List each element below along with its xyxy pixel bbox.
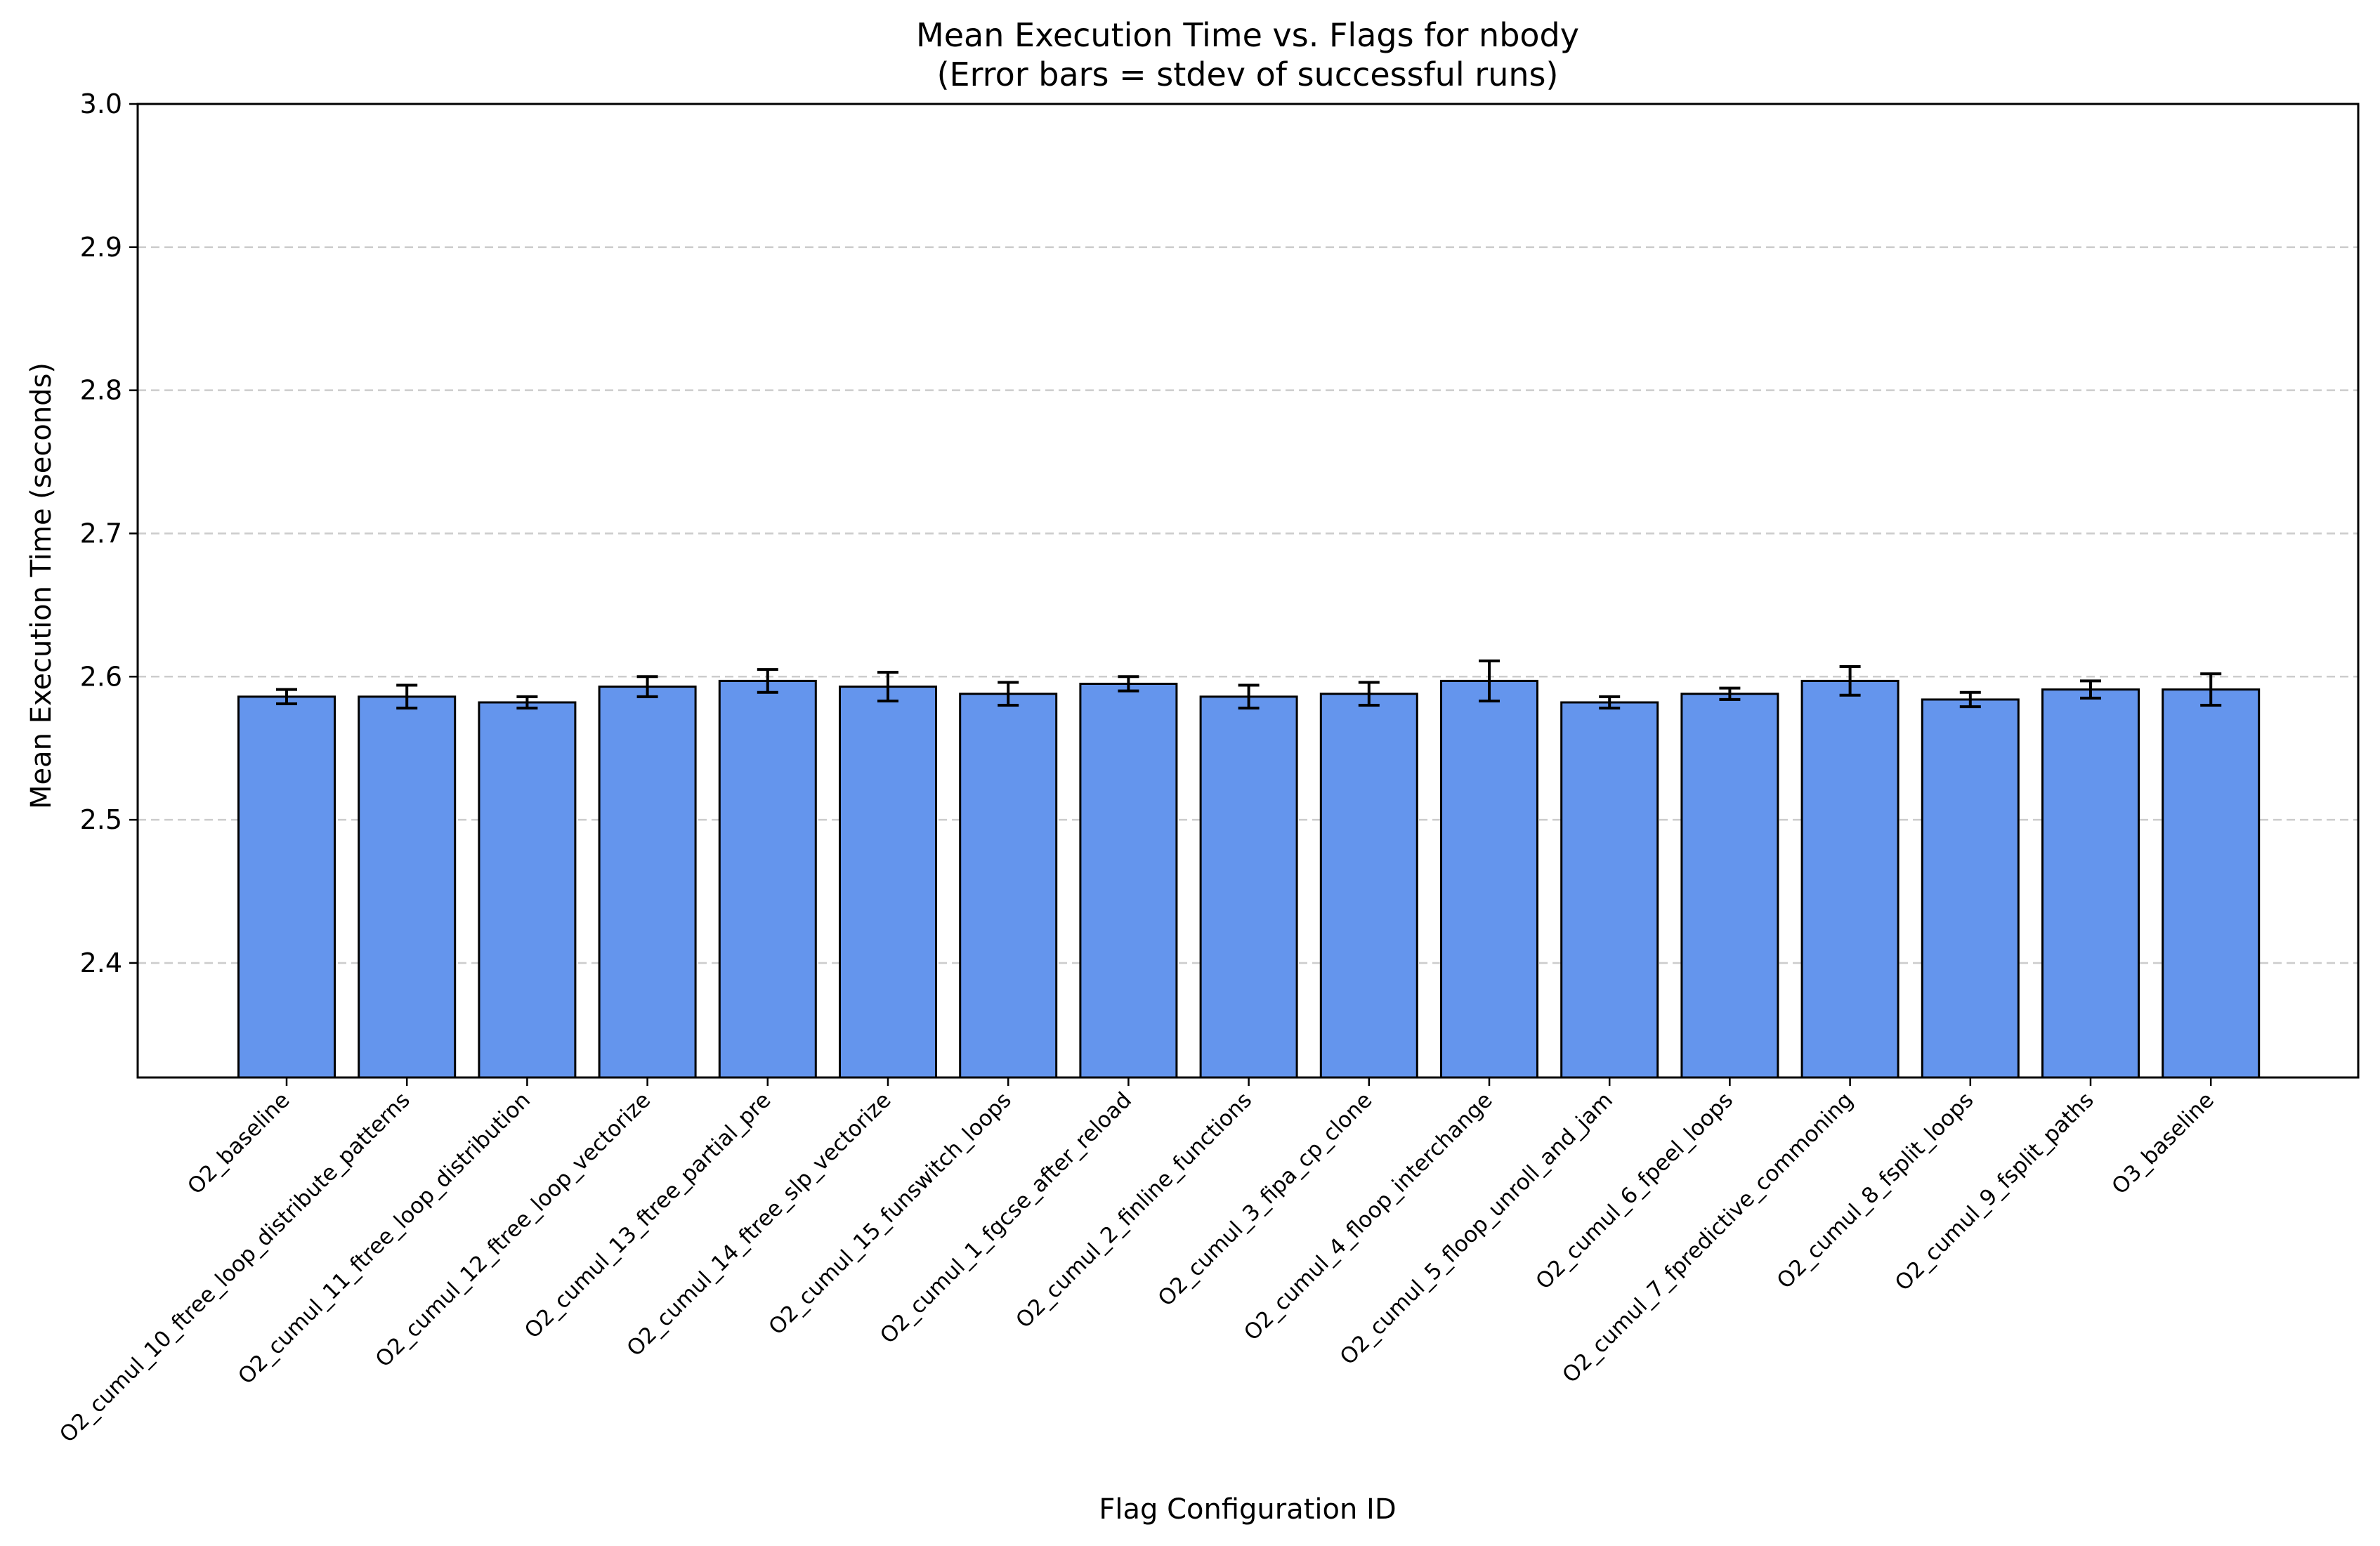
bar: [1560, 701, 1659, 1079]
y-tick-label: 2.7: [80, 518, 122, 549]
y-tick-label: 2.8: [80, 375, 122, 406]
bar: [1079, 682, 1178, 1079]
bar: [718, 679, 817, 1079]
chart-subtitle: (Error bars = stdev of successful runs): [937, 55, 1559, 93]
bar: [1921, 698, 2020, 1079]
y-tick-label: 2.9: [80, 232, 122, 263]
y-tick-label: 2.4: [80, 948, 122, 978]
y-tick-label: 2.5: [80, 804, 122, 835]
y-tick-label: 3.0: [80, 89, 122, 119]
bar: [839, 686, 937, 1079]
y-axis-label: Mean Execution Time (seconds): [25, 362, 58, 809]
bar: [237, 695, 336, 1079]
bar: [2041, 688, 2140, 1079]
bar: [1319, 693, 1418, 1079]
bar: [478, 701, 577, 1079]
bar: [598, 686, 697, 1079]
bar: [1680, 693, 1779, 1079]
bar: [1199, 695, 1298, 1079]
bar: [1800, 679, 1900, 1079]
bar: [1440, 679, 1538, 1079]
bar: [358, 695, 457, 1079]
y-tick-label: 2.6: [80, 661, 122, 692]
x-axis-label: Flag Configuration ID: [1099, 1493, 1396, 1526]
error-bars: [276, 659, 2222, 710]
bars: [237, 679, 2261, 1079]
chart-title: Mean Execution Time vs. Flags for nbody: [916, 16, 1579, 54]
bar: [959, 693, 1058, 1079]
y-axis: 2.4 2.5 2.6 2.7 2.8 2.9 3.0: [80, 89, 138, 978]
bar: [2162, 688, 2261, 1079]
